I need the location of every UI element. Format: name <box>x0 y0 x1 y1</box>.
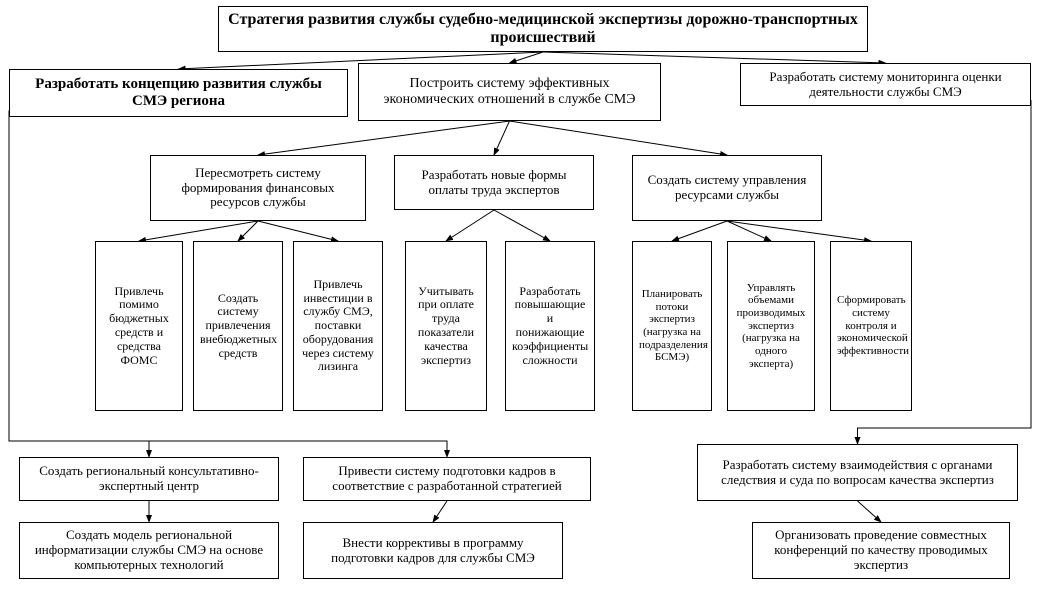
node-label: Сформировать систему контроля и экономич… <box>837 294 905 357</box>
node-l2b: Построить систему эффективных экономичес… <box>358 63 661 121</box>
node-label: Организовать проведение совместных конфе… <box>759 528 1003 573</box>
diagram-canvas: Стратегия развития службы судебно-медици… <box>0 0 1039 589</box>
node-label: Привлечь помимо бюджетных средств и сред… <box>102 285 176 368</box>
node-l5a: Создать региональный консультативно-эксп… <box>19 457 279 501</box>
node-l4e: Разработать повышающие и понижающие коэф… <box>505 241 595 411</box>
node-label: Пересмотреть систему формирования финанс… <box>157 166 359 211</box>
node-l3a: Пересмотреть систему формирования финанс… <box>150 155 366 221</box>
node-label: Создать региональный консультативно-эксп… <box>26 464 272 494</box>
node-l4d: Учитывать при оплате труда показатели ка… <box>405 241 487 411</box>
node-l6c: Организовать проведение совместных конфе… <box>752 522 1010 579</box>
node-l6a: Создать модель региональной информатизац… <box>19 522 279 579</box>
node-label: Стратегия развития службы судебно-медици… <box>225 11 861 48</box>
node-label: Внести коррективы в программу подготовки… <box>310 536 556 566</box>
node-label: Создать систему привлечения внебюджетных… <box>200 292 276 361</box>
node-label: Управлять объемами производимых эксперти… <box>734 282 808 370</box>
node-label: Учитывать при оплате труда показатели ка… <box>412 285 480 368</box>
node-label: Разработать новые формы оплаты труда экс… <box>401 168 587 198</box>
node-label: Разработать повышающие и понижающие коэф… <box>512 285 588 368</box>
node-label: Разработать концепцию развития службы СМ… <box>16 76 341 111</box>
node-l6b: Внести коррективы в программу подготовки… <box>303 522 563 579</box>
node-l4b: Создать систему привлечения внебюджетных… <box>193 241 283 411</box>
node-l3c: Создать систему управления ресурсами слу… <box>632 155 822 221</box>
node-l5b: Привести систему подготовки кадров в соо… <box>303 457 591 501</box>
node-l5c: Разработать систему взаимодействия с орг… <box>697 444 1018 501</box>
node-label: Создать систему управления ресурсами слу… <box>639 173 815 203</box>
node-label: Планировать потоки экспертиз (нагрузка н… <box>639 288 705 364</box>
node-label: Построить систему эффективных экономичес… <box>365 76 654 108</box>
node-label: Привести систему подготовки кадров в соо… <box>310 464 584 494</box>
node-label: Привлечь инвестиции в службу СМЭ, постав… <box>300 278 376 375</box>
node-l4f: Планировать потоки экспертиз (нагрузка н… <box>632 241 712 411</box>
node-l4a: Привлечь помимо бюджетных средств и сред… <box>95 241 183 411</box>
node-label: Разработать систему взаимодействия с орг… <box>704 458 1011 488</box>
node-l4c: Привлечь инвестиции в службу СМЭ, постав… <box>293 241 383 411</box>
node-l2a: Разработать концепцию развития службы СМ… <box>9 69 348 117</box>
node-label: Создать модель региональной информатизац… <box>26 528 272 573</box>
node-l2c: Разработать систему мониторинга оценки д… <box>740 63 1031 106</box>
node-l3b: Разработать новые формы оплаты труда экс… <box>394 155 594 210</box>
node-label: Разработать систему мониторинга оценки д… <box>747 70 1024 100</box>
node-l4g: Управлять объемами производимых эксперти… <box>727 241 815 411</box>
node-l4h: Сформировать систему контроля и экономич… <box>830 241 912 411</box>
node-root: Стратегия развития службы судебно-медици… <box>218 6 868 52</box>
